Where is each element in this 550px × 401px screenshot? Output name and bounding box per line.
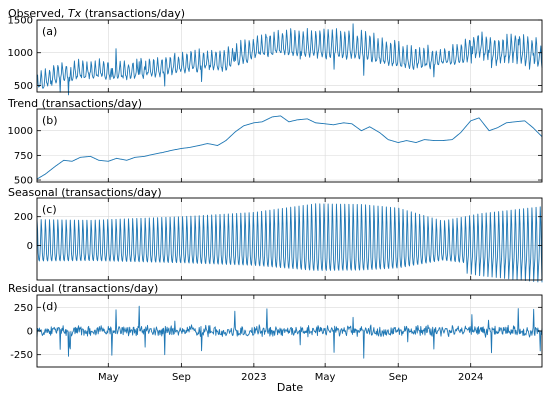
x-axis-label: Date <box>277 381 304 394</box>
y-tick-label: 500 <box>14 81 33 92</box>
y-tick-label: 0 <box>27 327 33 338</box>
x-tick-label: 2023 <box>241 372 266 383</box>
panel-letter: (b) <box>42 114 58 127</box>
series-line <box>36 115 543 180</box>
panel-title-trend: Trend (transactions/day) <box>7 97 142 110</box>
y-tick-label: 500 <box>14 176 33 187</box>
panel-letter: (a) <box>42 25 57 38</box>
y-tick-label: 0 <box>27 241 33 252</box>
x-tick-label: 2024 <box>458 372 483 383</box>
y-tick-label: 750 <box>14 151 33 162</box>
y-tick-label: 1000 <box>8 126 33 137</box>
panel-letter: (c) <box>42 203 57 216</box>
y-tick-label: 1500 <box>8 16 33 27</box>
plot-frame <box>36 197 543 281</box>
panel-seasonal: Seasonal (transactions/day) 0 200 (c) <box>8 186 543 283</box>
x-tick-label: May <box>98 372 119 383</box>
panel-title-observed: Observed, Tx (transactions/day) <box>8 7 185 20</box>
panel-title-residual: Residual (transactions/day) <box>8 282 158 295</box>
y-tick-label: 1000 <box>8 48 33 59</box>
plot-frame <box>36 108 543 183</box>
series-line <box>36 23 543 96</box>
series-line <box>36 203 543 283</box>
panel-title-seasonal: Seasonal (transactions/day) <box>8 186 162 199</box>
series-line <box>36 305 543 359</box>
panel-trend: Trend (transactions/day) 500 750 1000 (b) <box>7 97 543 187</box>
y-tick-label: 250 <box>14 303 33 314</box>
panel-residual: Residual (transactions/day) -250 0 250 (d) <box>8 282 543 368</box>
x-tick-label: Sep <box>172 372 191 383</box>
x-tick-label: Sep <box>389 372 408 383</box>
plot-frame <box>36 19 543 93</box>
panel-letter: (d) <box>42 300 58 313</box>
y-tick-label: 200 <box>14 212 33 223</box>
y-tick-label: -250 <box>10 350 33 361</box>
x-tick-label: May <box>315 372 336 383</box>
x-axis-ticks: May Sep 2023 May Sep 2024 <box>98 372 483 383</box>
panel-observed: Observed, Tx (transactions/day) 500 1000 1… <box>8 7 543 96</box>
